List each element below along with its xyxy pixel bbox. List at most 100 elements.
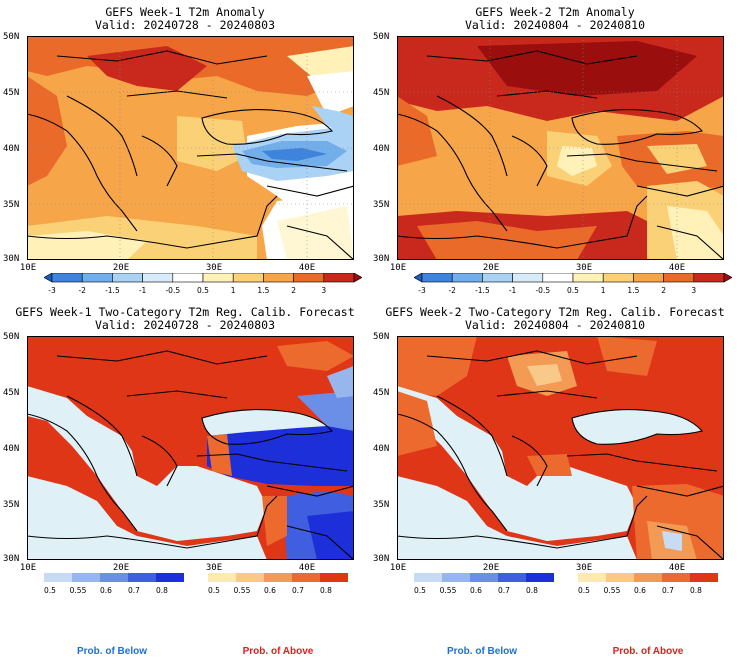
colorbar-tick-label: -2 [78,286,86,295]
colorbar-tick-label: 0.55 [604,586,621,595]
colorbar-swatch [606,573,634,582]
colorbar-swatch [51,273,83,283]
colorbar-swatch [414,273,423,283]
panel-title: GEFS Week-2 Two-Category T2m Reg. Calib.… [385,305,725,319]
legend-prob-below: Prob. of Below [77,646,147,657]
lon-label: 40E [298,263,316,273]
legend-prob-above: Prob. of Above [612,646,684,657]
lon-label: 20E [112,263,130,273]
legend-prob-below: Prob. of Below [447,646,517,657]
colorbar-tick-label: 1 [601,286,606,295]
colorbar-swatch [236,573,264,582]
lat-label: 45N [373,88,390,98]
lat-label: 50N [3,32,20,42]
anomaly-map-week2 [397,36,724,260]
panel-week2-probability: GEFS Week-2 Two-Category T2m Reg. Calib.… [370,300,740,630]
colorbar-tick-label: 3 [321,286,326,295]
colorbar-tick-label: 2 [661,286,666,295]
colorbar-tick-label: 1.5 [627,286,639,295]
lat-label: 50N [373,332,390,342]
colorbar-swatch [414,573,442,582]
panel-week2-anomaly: GEFS Week-2 T2m Anomaly Valid: 20240804 … [370,0,740,330]
colorbar-swatch [263,273,294,283]
colorbar-tick-label: -0.5 [165,286,180,295]
probability-map-week1 [27,336,354,560]
colorbar-tick-label: -3 [418,286,426,295]
colorbar-tick-label: 0.8 [320,586,332,595]
lon-label: 10E [19,263,37,273]
lat-label: 40N [373,144,390,154]
lon-label: 40E [298,563,316,573]
colorbar-swatch [662,573,690,582]
panel-title: GEFS Week-2 T2m Anomaly [475,5,635,19]
colorbar-swatch [421,273,453,283]
lon-label: 30E [575,263,593,273]
colorbar-tick-label: 0.7 [292,586,304,595]
panel-title: GEFS Week-1 T2m Anomaly [105,5,265,19]
prob-above-colorbar: 0.5 0.55 0.6 0.7 0.8 [208,573,348,595]
colorbar-tick-label: -1.5 [475,286,490,295]
colorbar-tick-label: 1.5 [257,286,269,295]
colorbar-swatch [44,573,72,582]
colorbar-swatch [293,273,325,283]
anomaly-colorbar: -3 -2 -1.5 -1 -0.5 0.5 1 1.5 2 3 [414,273,732,295]
colorbar-swatch [634,573,662,582]
colorbar-tick-label: -0.5 [535,286,550,295]
lat-label: 35N [3,200,20,210]
colorbar-swatch [208,573,236,582]
colorbar-swatch [81,273,113,283]
colorbar-swatch [44,273,53,283]
colorbar-tick-label: 0.5 [414,586,426,595]
lat-label: 30N [3,554,20,564]
lon-label: 10E [389,263,407,273]
colorbar-swatch [128,573,156,582]
lat-label: 40N [373,444,390,454]
lat-label: 40N [3,144,20,154]
colorbar-tick-label: 0.5 [578,586,590,595]
lat-label: 30N [373,554,390,564]
panel-valid-dates: Valid: 20240728 - 20240803 [94,318,275,332]
lat-label: 30N [3,254,20,264]
colorbar-tick-label: 0.5 [208,586,220,595]
prob-below-colorbar: 0.5 0.55 0.6 0.7 0.8 [44,573,184,595]
colorbar-tick-label: 0.6 [470,586,482,595]
lon-label: 20E [112,563,130,573]
colorbar-tick-label: 0.7 [128,586,140,595]
lon-label: 40E [668,263,686,273]
lon-label: 20E [482,263,500,273]
colorbar-swatch [100,573,128,582]
lat-label: 35N [373,500,390,510]
anomaly-map-week1 [27,36,354,260]
colorbar-tick-label: -3 [48,286,56,295]
colorbar-swatch [292,573,320,582]
anomaly-colorbar: -3 -2 -1.5 -1 -0.5 0.5 1 1.5 2 3 [44,273,362,295]
colorbar-tick-label: 0.8 [690,586,702,595]
colorbar-swatch [690,573,718,582]
lat-label: 50N [3,332,20,342]
lon-label: 30E [205,263,223,273]
colorbar-swatch [578,573,606,582]
colorbar-swatch [663,273,695,283]
colorbar-swatch [693,273,725,283]
lon-label: 30E [575,563,593,573]
panel-valid-dates: Valid: 20240728 - 20240803 [94,18,275,32]
lat-label: 30N [373,254,390,264]
lat-label: 40N [3,444,20,454]
colorbar-swatch [451,273,483,283]
colorbar-swatch [470,573,498,582]
colorbar-swatch [232,273,264,283]
prob-above-colorbar: 0.5 0.55 0.6 0.7 0.8 [578,573,718,595]
colorbar-tick-label: 0.55 [440,586,457,595]
colorbar-swatch [572,273,604,283]
lat-label: 50N [373,32,390,42]
colorbar-swatch [498,573,526,582]
colorbar-tick-label: 0.55 [234,586,251,595]
colorbar-swatch [112,273,143,283]
lon-label: 10E [19,563,37,573]
panel-week1-probability: GEFS Week-1 Two-Category T2m Reg. Calib.… [0,300,370,630]
probability-map-week2 [397,336,724,560]
colorbar-tick-label: 0.7 [498,586,510,595]
colorbar-swatch [442,573,470,582]
colorbar-swatch [482,273,513,283]
colorbar-tick-label: 0.8 [526,586,538,595]
